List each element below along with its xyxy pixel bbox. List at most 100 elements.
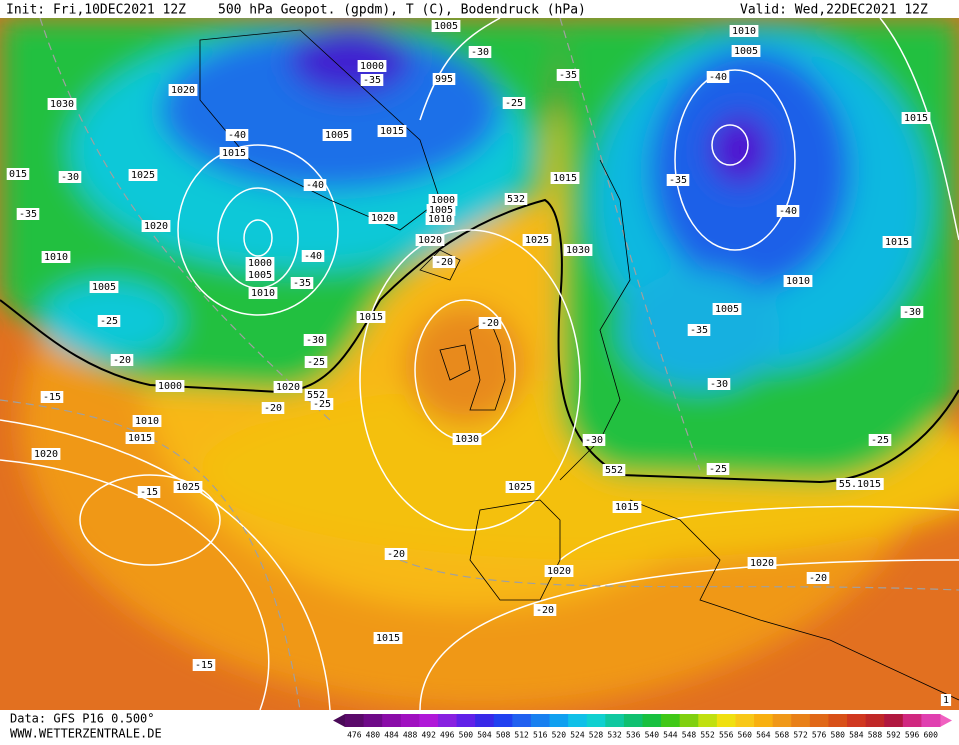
map-label: 1010 <box>428 214 452 225</box>
map-label: 1 <box>943 695 949 706</box>
colorbar-swatch <box>568 714 588 727</box>
map-label: 1030 <box>566 245 590 256</box>
colorbar-arrow-left <box>333 714 345 727</box>
colorbar-label: 512 <box>514 731 529 740</box>
map-label: -35 <box>559 70 577 81</box>
colorbar-label: 496 <box>440 731 455 740</box>
map-label: 1010 <box>135 416 159 427</box>
label-box <box>128 169 158 181</box>
label-box <box>729 25 759 37</box>
colorbar-label: 580 <box>831 731 846 740</box>
colorbar: 476 480 484 488 492 496 500 504 508 512 516 520 524 5… <box>333 714 952 740</box>
map-label: 1010 <box>251 288 275 299</box>
map-label: 1030 <box>455 434 479 445</box>
colorbar-label: 592 <box>886 731 901 740</box>
colorbar-label: 528 <box>589 731 604 740</box>
label-box <box>368 212 398 224</box>
map-label: -25 <box>100 316 118 327</box>
label-box <box>452 433 482 445</box>
label-box <box>261 402 285 414</box>
label-box <box>582 434 606 446</box>
colorbar-label: 476 <box>347 731 362 740</box>
label-box <box>377 125 407 137</box>
map-label: 1000 <box>431 195 455 206</box>
map-label: 1020 <box>547 566 571 577</box>
label-box <box>747 557 777 569</box>
label-box <box>245 257 275 269</box>
label-box <box>132 415 162 427</box>
label-box <box>155 380 185 392</box>
label-box <box>731 45 761 57</box>
label-box <box>125 432 155 444</box>
map-label: 1005 <box>325 130 349 141</box>
label-box <box>612 501 642 513</box>
map-label: -40 <box>304 251 322 262</box>
label-box <box>97 315 121 327</box>
map-label: 1000 <box>158 381 182 392</box>
colorbar-swatch <box>437 714 458 727</box>
colorbar-label: 564 <box>756 731 771 740</box>
colorbar-swatch <box>623 714 643 727</box>
colorbar-swatch <box>735 714 755 727</box>
colorbar-swatch <box>698 714 718 727</box>
colorbar-label: 568 <box>775 731 790 740</box>
colorbar-swatch <box>902 714 922 727</box>
label-box <box>478 317 502 329</box>
colorbar-label: 556 <box>719 731 734 740</box>
label-box <box>687 324 711 336</box>
map-label: -35 <box>690 325 708 336</box>
map-label: 1005 <box>92 282 116 293</box>
label-box <box>544 565 574 577</box>
label-box <box>6 168 30 180</box>
map-label: 1000 <box>360 61 384 72</box>
map-label: 55.1015 <box>839 479 881 490</box>
map-label: 1010 <box>786 276 810 287</box>
colorbar-swatch <box>791 714 811 727</box>
label-box <box>425 213 455 225</box>
colorbar-label: 508 <box>496 731 511 740</box>
colorbar-label: 532 <box>607 731 622 740</box>
colorbar-label: 504 <box>477 731 492 740</box>
label-box <box>47 98 77 110</box>
label-box <box>505 481 535 493</box>
map-label: 1015 <box>904 113 928 124</box>
colorbar-label: 600 <box>923 731 938 740</box>
map-label: 1010 <box>732 26 756 37</box>
map-label: 1005 <box>248 270 272 281</box>
map-label: 552 <box>605 465 623 476</box>
colorbar-label: 596 <box>905 731 920 740</box>
colorbar-swatch <box>921 714 941 727</box>
colorbar-label: 536 <box>626 731 641 740</box>
label-box <box>550 172 580 184</box>
colorbar-swatch <box>363 714 383 727</box>
label-box <box>16 208 40 220</box>
colorbar-swatch <box>382 714 402 727</box>
colorbar-label: 540 <box>645 731 660 740</box>
colorbar-swatch <box>456 714 476 727</box>
map-label: 015 <box>9 169 27 180</box>
label-box <box>110 354 134 366</box>
colorbar-swatch <box>475 714 495 727</box>
label-box <box>373 632 403 644</box>
label-box <box>432 256 456 268</box>
colorbar-swatch <box>828 714 848 727</box>
map-label: -40 <box>228 130 246 141</box>
label-box <box>836 478 884 490</box>
colorbar-swatch <box>865 714 885 727</box>
label-box <box>783 275 813 287</box>
map-label: 1015 <box>553 173 577 184</box>
label-box <box>415 234 445 246</box>
map-label: 1005 <box>434 21 458 32</box>
label-box <box>41 251 71 263</box>
label-box <box>707 378 731 390</box>
label-box <box>706 463 730 475</box>
colorbar-label: 548 <box>682 731 697 740</box>
colorbar-swatch <box>586 714 606 727</box>
colorbar-swatch <box>345 714 365 727</box>
map-label: -30 <box>471 47 489 58</box>
map-label: -40 <box>779 206 797 217</box>
label-box <box>303 179 327 191</box>
map-label: -20 <box>481 318 499 329</box>
isobars <box>0 18 959 710</box>
